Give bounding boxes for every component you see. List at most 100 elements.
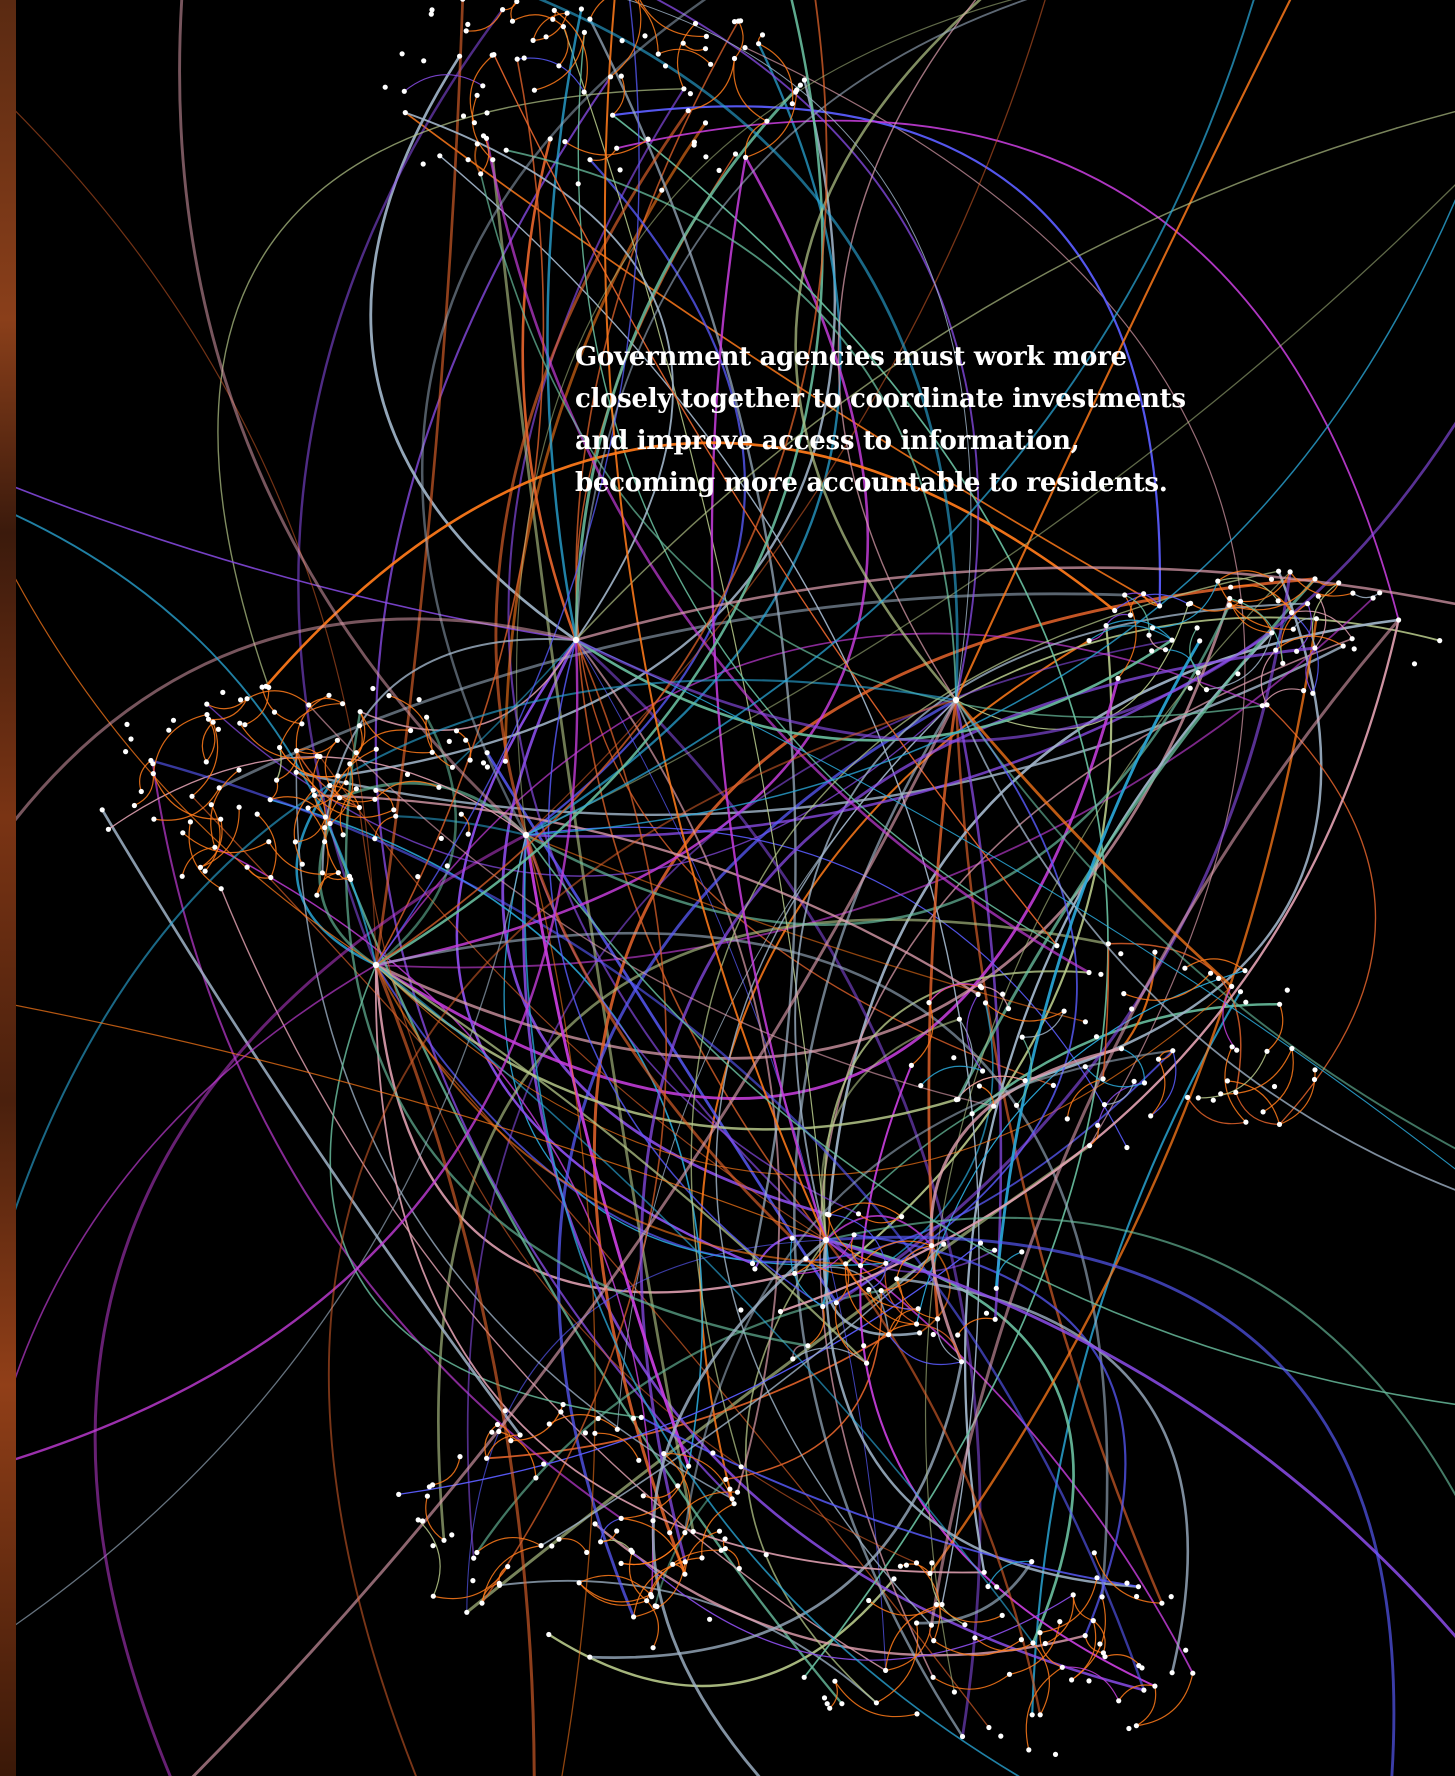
network-node bbox=[685, 108, 691, 114]
network-link bbox=[1230, 584, 1293, 613]
network-node bbox=[630, 1415, 637, 1421]
network-node bbox=[514, 0, 520, 5]
network-node bbox=[179, 873, 185, 879]
network-link bbox=[929, 618, 1318, 1575]
network-link bbox=[954, 699, 1164, 1604]
network-node bbox=[1070, 1592, 1076, 1598]
network-link bbox=[494, 109, 794, 1240]
network-link bbox=[1187, 1097, 1247, 1125]
network-link bbox=[825, 1239, 996, 1273]
network-node bbox=[955, 1096, 961, 1102]
network-node bbox=[180, 830, 186, 836]
network-node bbox=[494, 1421, 501, 1428]
network-node bbox=[340, 832, 346, 838]
network-node bbox=[1037, 1712, 1043, 1718]
network-link bbox=[911, 1002, 934, 1066]
network-link bbox=[663, 1453, 691, 1533]
network-node bbox=[886, 1332, 892, 1338]
network-link bbox=[819, 637, 1353, 1678]
network-node bbox=[373, 746, 379, 752]
network-node bbox=[915, 1306, 921, 1312]
network-node bbox=[1197, 638, 1203, 644]
network-link bbox=[684, 1530, 720, 1575]
network-node bbox=[1290, 626, 1296, 632]
network-node bbox=[710, 1450, 716, 1456]
network-link bbox=[246, 690, 310, 706]
network-node bbox=[551, 7, 557, 13]
network-node bbox=[549, 1543, 555, 1549]
network-link bbox=[16, 1004, 827, 1241]
network-node bbox=[327, 820, 333, 827]
network-node bbox=[820, 1303, 826, 1310]
network-link bbox=[275, 747, 282, 781]
network-link bbox=[676, 23, 696, 90]
network-node bbox=[1243, 999, 1249, 1005]
network-link bbox=[715, 699, 957, 1626]
network-link bbox=[1352, 592, 1381, 599]
network-link bbox=[1217, 577, 1279, 602]
network-link bbox=[375, 931, 1109, 1598]
network-node bbox=[131, 802, 137, 809]
network-link bbox=[987, 1560, 1032, 1587]
network-link bbox=[329, 784, 360, 808]
network-node bbox=[575, 181, 581, 187]
network-node bbox=[322, 825, 328, 831]
network-node bbox=[99, 807, 105, 813]
network-node bbox=[421, 58, 427, 64]
network-node bbox=[310, 787, 316, 793]
network-link bbox=[1136, 1685, 1157, 1727]
network-link bbox=[523, 834, 1021, 1776]
network-link bbox=[308, 704, 994, 1107]
network-node bbox=[1215, 578, 1221, 584]
network-link bbox=[1291, 610, 1353, 640]
network-node bbox=[1237, 598, 1244, 604]
network-link bbox=[1114, 593, 1189, 611]
network-link bbox=[476, 1536, 542, 1553]
network-link bbox=[525, 184, 1455, 836]
network-node bbox=[1226, 602, 1232, 608]
network-node bbox=[1026, 1747, 1032, 1753]
network-node bbox=[453, 728, 460, 734]
network-link bbox=[265, 441, 1116, 688]
network-link bbox=[1235, 1092, 1280, 1125]
network-link bbox=[1217, 580, 1294, 630]
network-node bbox=[903, 1562, 910, 1568]
network-node bbox=[824, 1701, 830, 1707]
network-node bbox=[793, 89, 799, 95]
network-link bbox=[650, 1549, 722, 1595]
network-graph-illustration bbox=[16, 0, 1455, 1776]
network-node bbox=[335, 773, 341, 779]
network-node bbox=[208, 802, 214, 808]
network-node bbox=[1187, 685, 1193, 691]
network-link bbox=[16, 639, 579, 1461]
network-node bbox=[628, 1547, 634, 1553]
network-node bbox=[670, 1561, 676, 1567]
network-link bbox=[1025, 1666, 1063, 1751]
network-node bbox=[1127, 612, 1133, 618]
network-node bbox=[756, 41, 762, 47]
network-link bbox=[191, 722, 219, 797]
network-link bbox=[244, 687, 270, 726]
network-node bbox=[292, 839, 298, 845]
network-link bbox=[1124, 594, 1150, 636]
network-link bbox=[475, 1289, 882, 1554]
network-link bbox=[1039, 1632, 1063, 1668]
network-link bbox=[349, 729, 411, 765]
network-node bbox=[546, 1631, 552, 1638]
network-node bbox=[1022, 1078, 1028, 1084]
network-link bbox=[188, 821, 222, 890]
network-link bbox=[564, 138, 649, 156]
network-link bbox=[1045, 1594, 1075, 1645]
network-link bbox=[375, 964, 1233, 1176]
network-node bbox=[729, 1496, 735, 1502]
network-node bbox=[608, 74, 614, 80]
network-node bbox=[790, 1356, 796, 1362]
network-node bbox=[614, 145, 620, 151]
network-link bbox=[1150, 1058, 1166, 1117]
network-node bbox=[401, 88, 407, 94]
network-link bbox=[633, 1561, 686, 1617]
network-node bbox=[509, 18, 516, 24]
network-link bbox=[466, 639, 1173, 1559]
network-link bbox=[375, 0, 640, 966]
network-link bbox=[734, 20, 744, 59]
